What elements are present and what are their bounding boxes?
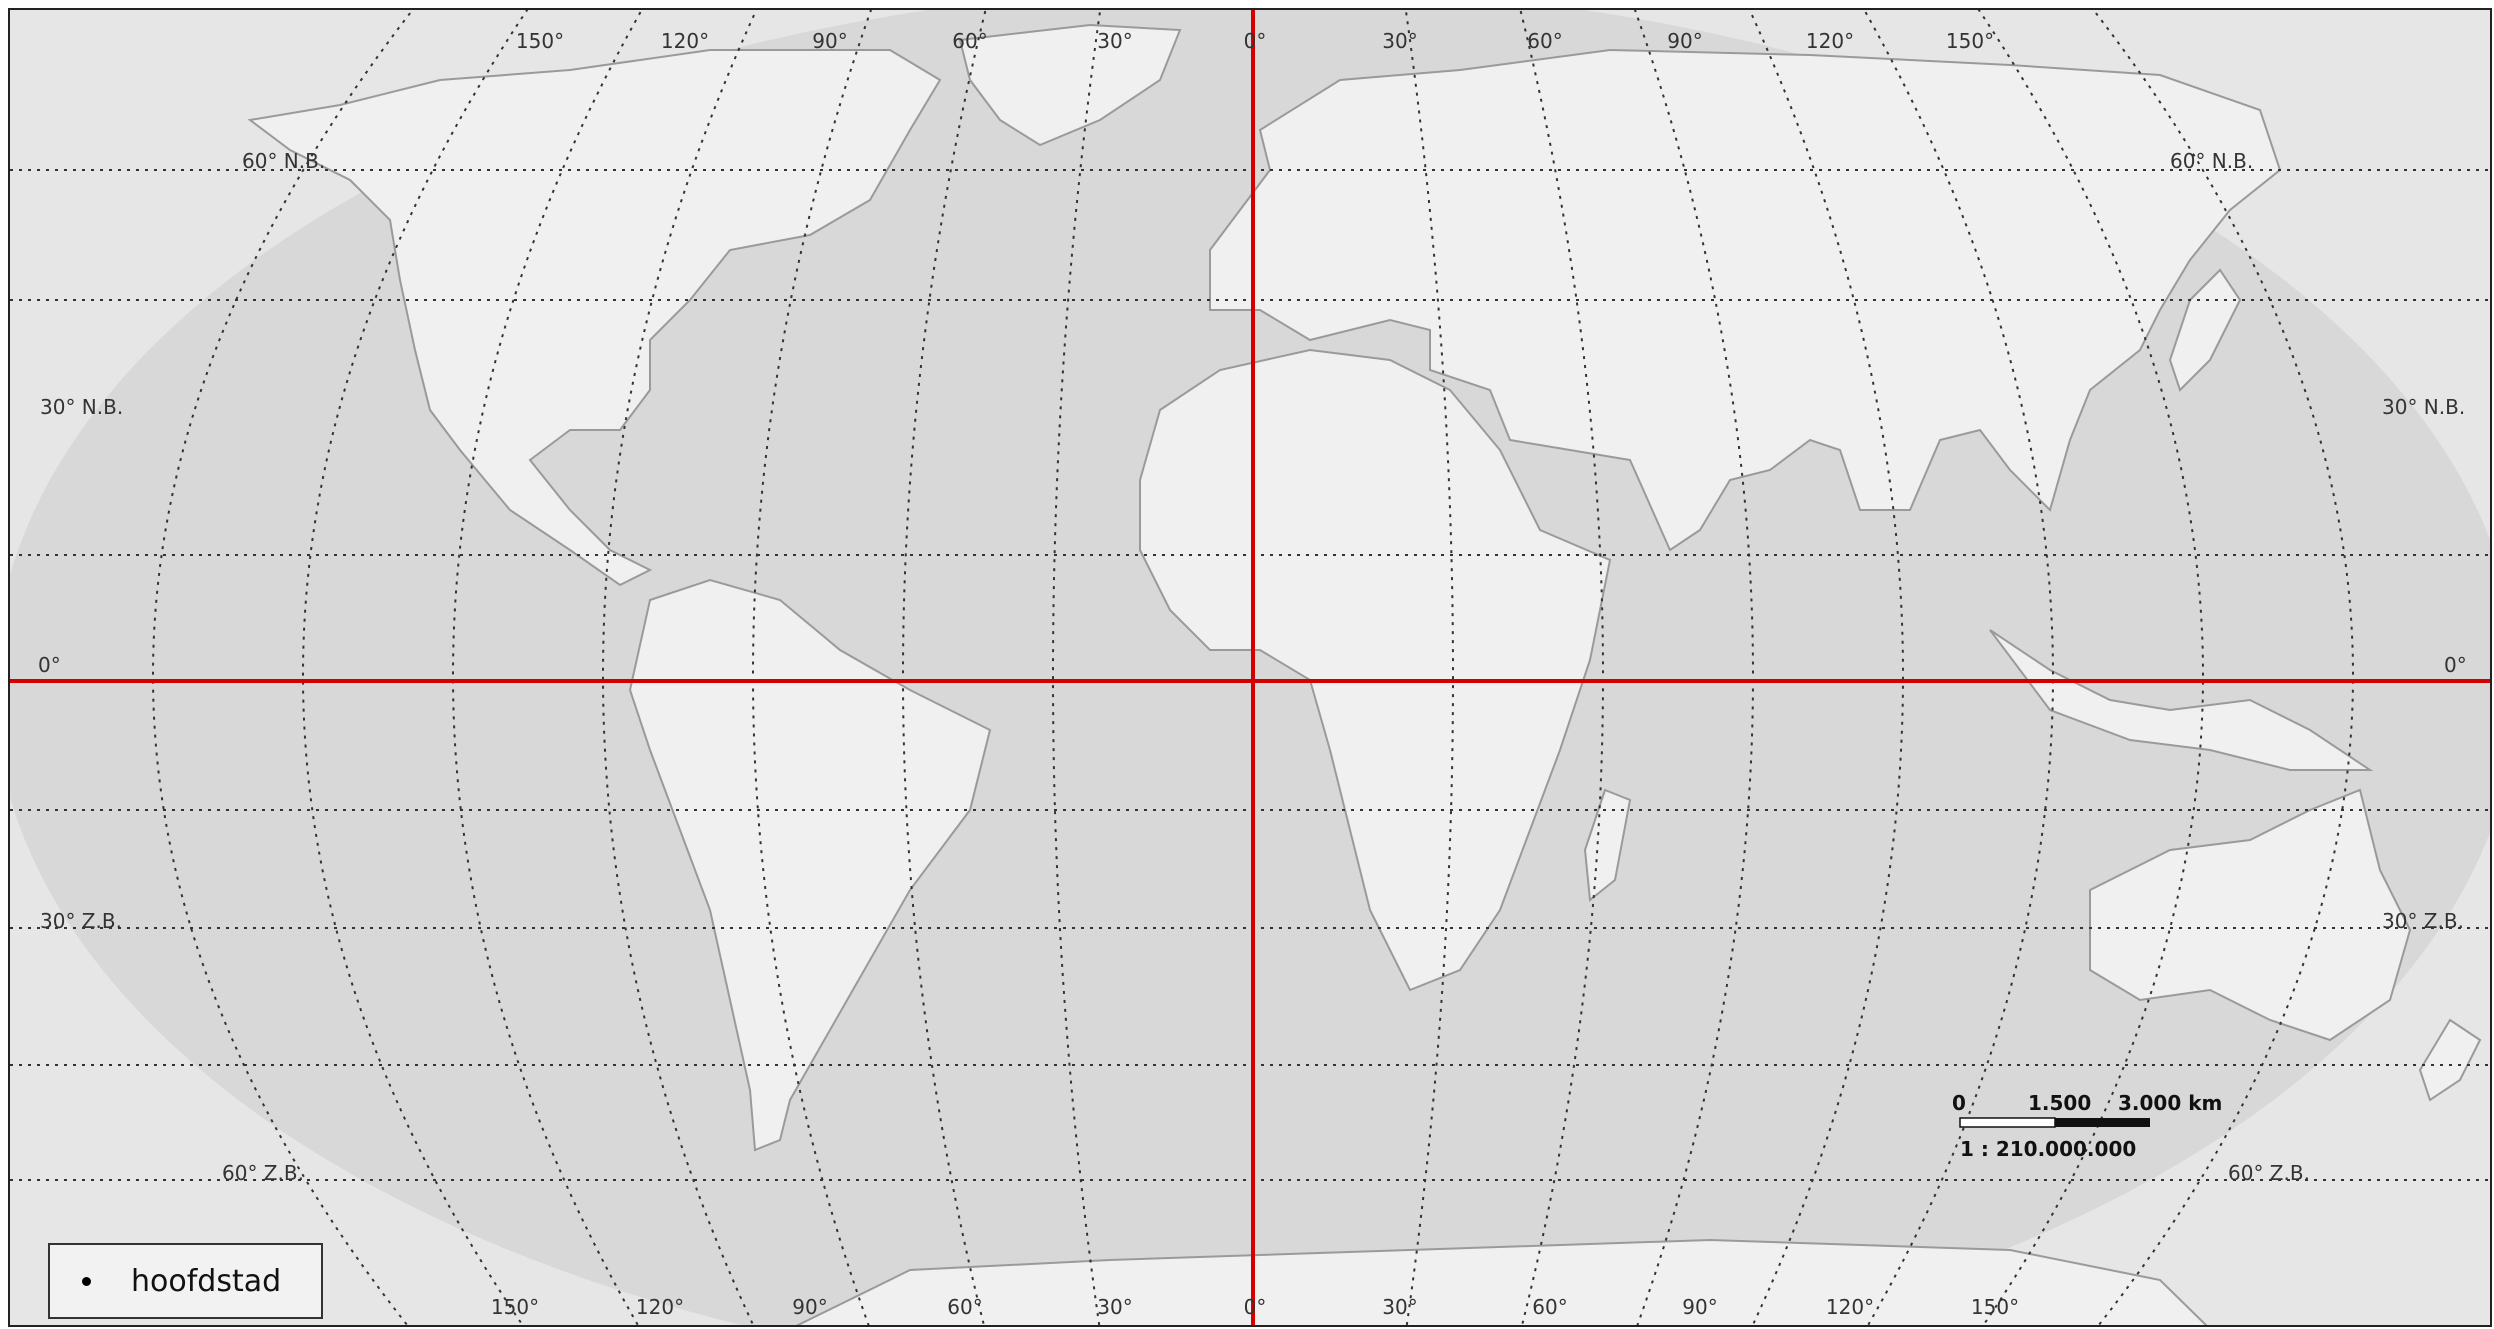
meridian-label-bottom: 60°: [947, 1295, 982, 1319]
land-eurasia: [1209, 48, 2282, 552]
meridian-label-top: 60°: [952, 29, 987, 53]
label-30s-left: 30° Z.B.: [40, 909, 122, 933]
meridian-label-top: 90°: [812, 29, 847, 53]
scale-tick-0: 0: [1952, 1091, 1966, 1115]
meridian-label-top: 60°: [1527, 29, 1562, 53]
land-southeast-asia-islands: [1989, 629, 2374, 771]
legend-label: hoofdstad: [131, 1263, 282, 1299]
label-eq-left: 0°: [38, 653, 61, 677]
meridian-line: [2092, 10, 2354, 1325]
label-30s-right: 30° Z.B.: [2382, 909, 2464, 933]
label-30n-left: 30° N.B.: [40, 395, 123, 419]
meridian-label-bottom: 150°: [1971, 1295, 2019, 1319]
land-greenland: [958, 23, 1182, 147]
label-eq-right: 0°: [2444, 653, 2467, 677]
scale-tick-1500: 1.500: [2028, 1091, 2091, 1115]
label-30n-right: 30° N.B.: [2382, 395, 2465, 419]
land-masses: [247, 23, 2482, 1325]
meridian-line: [1633, 10, 1754, 1325]
meridian-label-bottom: 0°: [1244, 1295, 1267, 1319]
meridian-label-top: 90°: [1667, 29, 1702, 53]
meridian-line: [302, 10, 529, 1325]
meridian-label-bottom: 120°: [636, 1295, 684, 1319]
meridian-label-top: 30°: [1382, 29, 1417, 53]
scale-segment-white: [1959, 1117, 2056, 1128]
land-antarctica: [795, 1238, 2208, 1325]
meridian-line: [752, 10, 873, 1325]
meridian-label-top: 30°: [1097, 29, 1132, 53]
meridian-line: [152, 10, 414, 1325]
meridian-labels: 150° 150° 120° 120° 90° 90° 60° 60° 30° 30° 0° 0° 30…: [491, 29, 2019, 1319]
label-60s-left: 60° Z.B.: [222, 1161, 304, 1185]
meridian-label-bottom: 120°: [1826, 1295, 1874, 1319]
label-60n-left: 60° N.B.: [242, 149, 325, 173]
meridian-label-bottom: 60°: [1532, 1295, 1567, 1319]
meridian-label-top: 120°: [661, 29, 709, 53]
meridian-line: [1977, 10, 2204, 1325]
meridian-label-bottom: 30°: [1382, 1295, 1417, 1319]
map-canvas: 150° 150° 120° 120° 90° 90° 60° 60° 30° 30° 0° 0° 30…: [10, 10, 2490, 1325]
scale-segment-black: [2055, 1118, 2150, 1127]
meridian-label-top: 150°: [1946, 29, 1994, 53]
land-africa: [1139, 348, 1612, 992]
meridian-label-top: 150°: [516, 29, 564, 53]
meridian-label-bottom: 150°: [491, 1295, 539, 1319]
scale-tick-3000: 3.000 km: [2118, 1091, 2222, 1115]
meridian-label-top: 0°: [1244, 29, 1267, 53]
scale-ratio: 1 : 210.000.000: [1960, 1137, 2136, 1161]
land-south-america: [628, 578, 992, 1152]
meridian-label-bottom: 90°: [1682, 1295, 1717, 1319]
label-60n-right: 60° N.B.: [2170, 149, 2253, 173]
scale-bar: 0 1.500 3.000 km 1 : 210.000.000: [1952, 1091, 2222, 1161]
land-madagascar: [1583, 788, 1632, 902]
legend-box: hoofdstad: [48, 1243, 323, 1319]
land-australia: [2089, 788, 2412, 1042]
dot-icon: [82, 1276, 91, 1286]
world-map: 150° 150° 120° 120° 90° 90° 60° 60° 30° 30° 0° 0° 30…: [8, 8, 2492, 1327]
meridian-label-top: 120°: [1806, 29, 1854, 53]
land-north-america: [247, 49, 942, 587]
land-new-zealand: [2418, 1018, 2482, 1102]
land-japan: [2168, 268, 2242, 392]
meridian-label-bottom: 90°: [792, 1295, 827, 1319]
meridian-label-bottom: 30°: [1097, 1295, 1132, 1319]
label-60s-right: 60° Z.B.: [2228, 1161, 2310, 1185]
